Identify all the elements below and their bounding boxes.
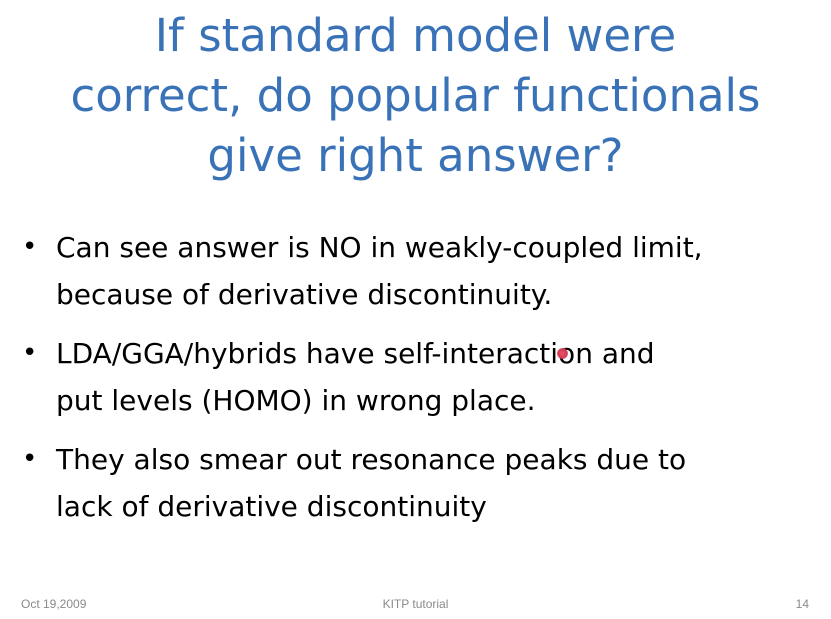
slide-title: If standard model were correct, do popul…: [10, 6, 821, 186]
title-line: If standard model were: [154, 9, 677, 62]
bullet-text-line: because of derivative discontinuity.: [56, 278, 553, 311]
bullet-item: • Can see answer is NO in weakly-coupled…: [22, 224, 822, 318]
bullet-list: • Can see answer is NO in weakly-coupled…: [22, 224, 822, 542]
bullet-text-line: They also smear out resonance peaks due …: [56, 443, 687, 476]
bullet-dot-icon: •: [22, 444, 38, 474]
bullet-dot-icon: •: [22, 338, 38, 368]
laser-pointer-icon: [557, 348, 568, 359]
bullet-text-line: lack of derivative discontinuity: [56, 490, 487, 523]
page-number: 14: [795, 597, 809, 611]
title-line: give right answer?: [207, 129, 624, 182]
bullet-item: • They also smear out resonance peaks du…: [22, 436, 822, 530]
footer-title: KITP tutorial: [382, 597, 449, 611]
bullet-text-line: LDA/GGA/hybrids have self-interaction an…: [56, 337, 655, 370]
bullet-text-line: Can see answer is NO in weakly-coupled l…: [56, 231, 703, 264]
bullet-text-line: put levels (HOMO) in wrong place.: [56, 384, 536, 417]
title-line: correct, do popular functionals: [70, 69, 761, 122]
footer-date: Oct 19,2009: [21, 597, 87, 611]
bullet-dot-icon: •: [22, 232, 38, 262]
bullet-item: • LDA/GGA/hybrids have self-interaction …: [22, 330, 822, 424]
